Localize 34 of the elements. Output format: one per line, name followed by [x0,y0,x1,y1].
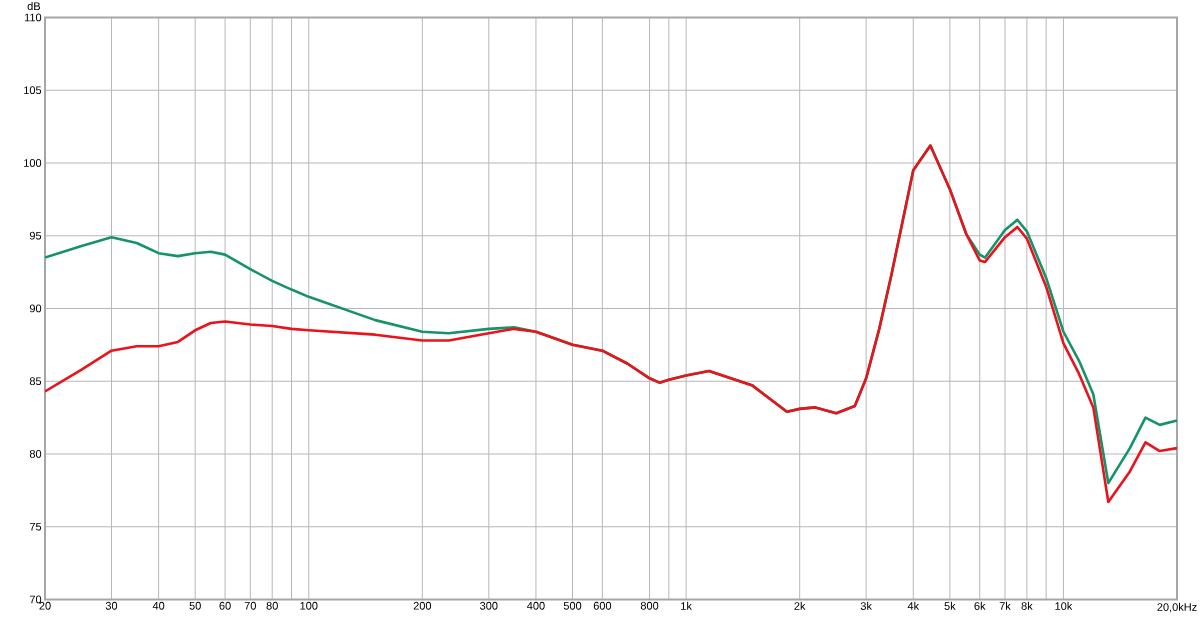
x-tick-label: 7k [999,601,1011,610]
y-tick-label: 85 [29,377,42,385]
y-tick-label: 110 [24,13,42,22]
x-tick-label: 70 [244,601,256,610]
y-tick-label: 75 [29,522,42,531]
x-tick-label: 5k [944,601,956,610]
y-tick-label: 70 [29,595,42,604]
x-tick-label: 20 [39,601,51,610]
y-axis-title: dB [27,1,41,10]
x-tick-label: 8k [1021,601,1033,610]
x-tick-label: 400 [527,601,545,610]
x-tick-label: 3k [860,601,872,610]
x-tick-label: 600 [593,601,612,610]
x-tick-label: 40 [152,601,165,610]
x-tick-label: 10k [1055,601,1073,610]
x-tick-label: 6k [974,601,986,610]
x-tick-label: 500 [563,601,582,610]
x-tick-label: 30 [105,601,118,610]
x-tick-label: 200 [413,601,432,610]
x-tick-label: 100 [300,601,318,610]
x-axis-title: 20,0kHz [1157,602,1197,613]
x-tick-label: 4k [907,601,920,610]
x-tick-label: 80 [266,601,278,610]
x-tick-label: 1k [681,601,692,610]
y-tick-label: 105 [24,86,42,94]
y-tick-label: 100 [24,158,42,167]
x-tick-label: 300 [480,601,498,610]
y-tick-label: 90 [29,304,42,313]
x-tick-label: 800 [640,601,659,610]
x-tick-label: 60 [219,601,231,610]
y-tick-label: 80 [29,449,42,458]
x-tick-label: 50 [189,601,201,610]
x-tick-label: 2k [794,601,806,610]
y-tick-label: 95 [29,231,42,240]
